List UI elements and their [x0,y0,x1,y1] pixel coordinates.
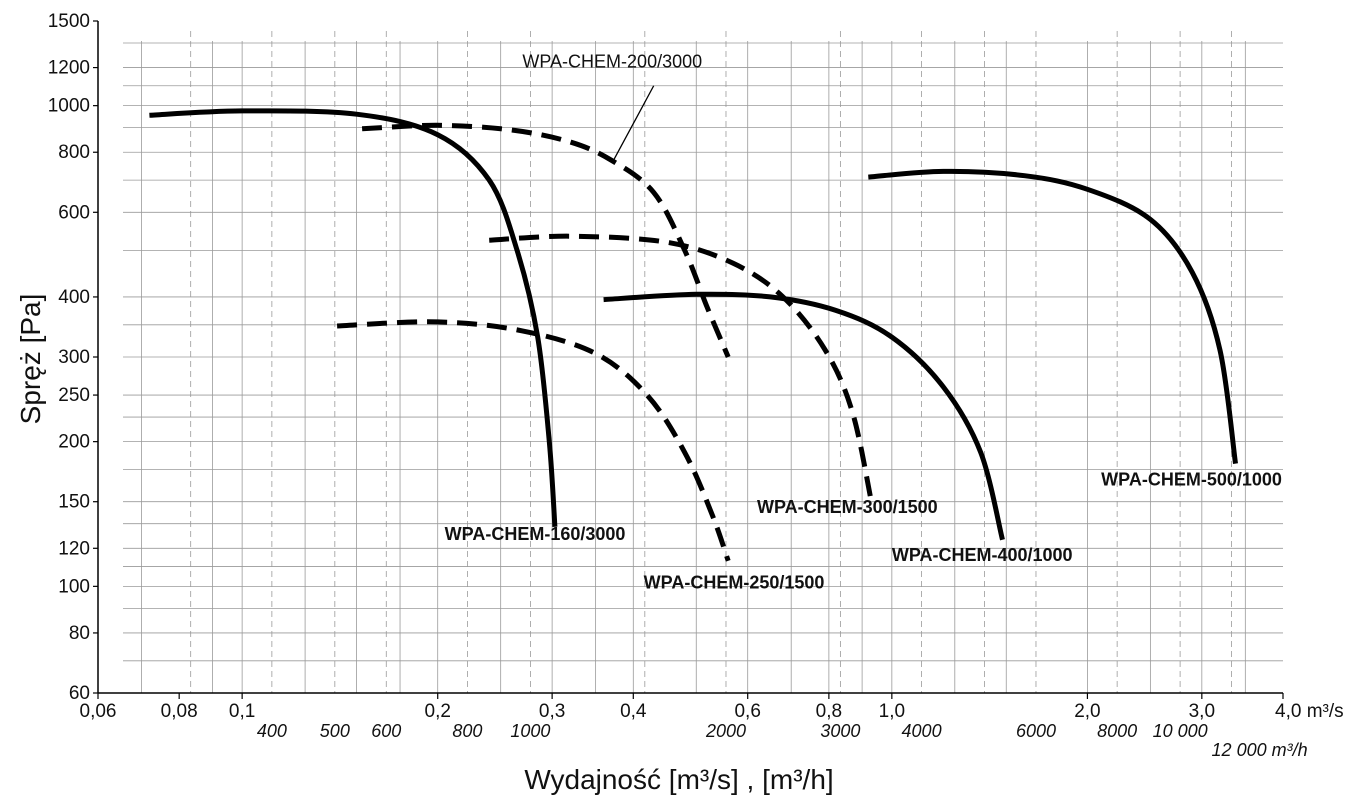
x-tick-label: 2,0 [1074,701,1100,722]
y-tick-label: 250 [58,385,90,406]
y-tick-label: 1000 [48,96,90,117]
series-line-wpa-chem-400/1000 [603,291,1005,541]
x-tick-label: 3,0 [1189,701,1215,722]
curve-labels: WPA-CHEM-160/3000 WPA-CHEM-200/3000 WPA-CH… [445,52,1282,593]
x-tick-label-m3h: 10 000 [1153,721,1208,741]
y-tick-label: 1200 [48,58,90,79]
x-tick-label-m3h: 8000 [1097,721,1137,741]
curve-label: WPA-CHEM-160/3000 [445,524,626,544]
y-axis-title: Spręż [Pa] [15,294,46,425]
x-tick-label: 4,0 m³/s [1275,701,1344,722]
x-tick-label: 0,4 [620,701,647,722]
x-axis-title: Wydajność [m³/s] , [m³/h] [524,764,833,795]
series-line-wpa-chem-160/3000 [149,108,558,527]
x-tick-label-m3h: 6000 [1016,721,1056,741]
y-tick-label: 800 [58,142,90,163]
x-tick-label-m3h: 3000 [820,721,860,741]
curve-label: WPA-CHEM-500/1000 [1101,470,1282,490]
series [149,85,1238,562]
y-tick-label: 400 [58,287,90,308]
x-tick-label: 0,6 [734,701,760,722]
y-tick-label: 150 [58,492,90,513]
x-tick-label-m3h: 400 [257,721,287,741]
x-tick-label-m3h: 2000 [705,721,746,741]
x-tick-labels-m3h: 400 500 600 800 1000 2000 3000 4000 6000 8000 10 0… [257,721,1308,760]
y-tick-label: 200 [58,432,90,453]
y-tick-label: 600 [58,202,90,223]
x-tick-label-m3h: 1000 [510,721,550,741]
curve-label: WPA-CHEM-200/3000 [522,52,702,72]
grid [123,31,1283,694]
y-tick-label: 1500 [48,11,90,32]
x-tick-label: 0,2 [425,701,451,722]
x-tick-label: 0,1 [229,701,255,722]
x-tick-label-m3h: 800 [452,721,482,741]
series-line-wpa-chem-300/1500 [489,233,874,503]
x-tick-labels-m3s: 0,06 0,08 0,1 0,2 0,3 0,4 0,6 0,8 1,0 2,0 3,0 4,0 m… [80,693,1344,722]
leader-line [613,85,655,161]
x-tick-label: 0,08 [161,701,198,722]
series-line-wpa-chem-200/3000 [361,122,731,358]
curve-label: WPA-CHEM-300/1500 [757,497,938,517]
x-tick-label: 0,3 [539,701,565,722]
y-tick-label: 100 [58,576,90,597]
x-tick-label-m3h: 12 000 m³/h [1212,740,1308,760]
x-tick-label: 0,06 [80,701,117,722]
x-tick-label: 1,0 [879,701,905,722]
x-tick-label-m3h: 4000 [902,721,942,741]
curve-label: WPA-CHEM-400/1000 [892,545,1073,565]
x-tick-label-m3h: 500 [320,721,350,741]
x-tick-label: 0,8 [816,701,842,722]
series-line-wpa-chem-500/1000 [868,168,1238,464]
y-tick-label: 80 [69,623,90,644]
y-tick-labels: 1500 1200 1000 800 600 400 300 250 200 150 120 100 8… [48,11,98,704]
y-tick-label: 60 [69,683,90,704]
curve-label: WPA-CHEM-250/1500 [644,572,825,592]
y-tick-label: 120 [58,538,90,559]
series-line-wpa-chem-250/1500 [336,319,731,562]
y-tick-label: 300 [58,347,90,368]
x-tick-label-m3h: 600 [371,721,401,741]
